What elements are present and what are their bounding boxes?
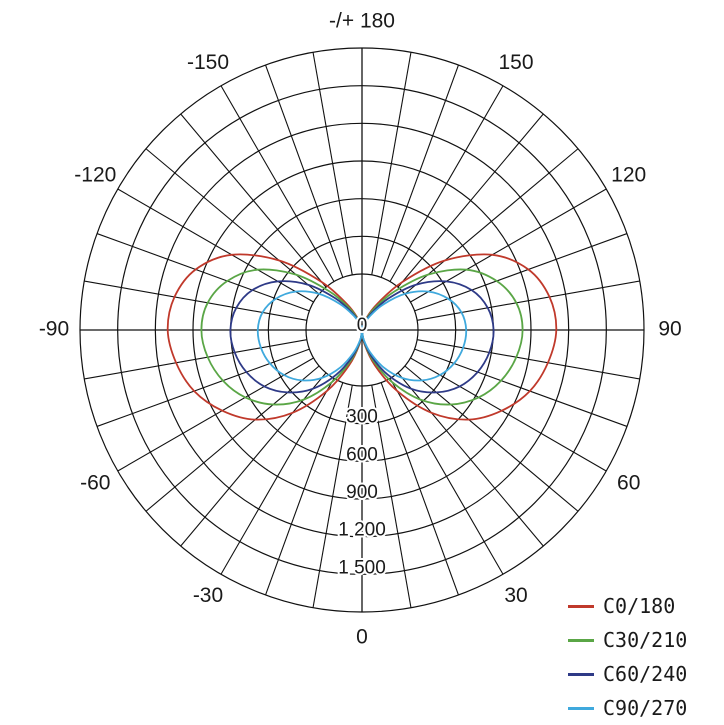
- series-curve-c90-270: [256, 290, 468, 382]
- grid-spoke: [414, 233, 628, 312]
- grid-spoke: [265, 382, 344, 596]
- grid-spoke: [404, 365, 579, 512]
- grid-spoke: [145, 365, 320, 512]
- angle-label: -60: [80, 472, 110, 495]
- grid-spoke: [414, 348, 628, 427]
- legend-label: C30/210: [603, 628, 688, 652]
- legend-item-c0-180: C0/180: [568, 589, 687, 623]
- grid-spoke: [220, 85, 335, 282]
- legend-label: C90/270: [603, 696, 688, 720]
- grid-spoke: [220, 378, 335, 575]
- radial-tick-label: 900: [346, 482, 378, 503]
- grid-spoke: [117, 357, 314, 472]
- angle-label: 150: [498, 51, 533, 74]
- angle-tick-labels: 0 30 60 90 120 150 -/+ 180 -150 -120 -90 -60 -30: [39, 10, 682, 649]
- angle-label: -30: [193, 584, 223, 607]
- legend-swatch: [568, 672, 594, 676]
- grid-spoke: [389, 378, 504, 575]
- grid-spoke: [312, 52, 353, 275]
- grid-spoke: [417, 339, 640, 380]
- legend-item-c30-210: C30/210: [568, 623, 687, 657]
- grid-spoke: [371, 385, 412, 608]
- grid-spoke: [117, 188, 314, 303]
- angle-label: -90: [39, 318, 69, 341]
- grid-spoke: [312, 385, 353, 608]
- grid-spoke: [96, 233, 310, 312]
- grid-spoke: [380, 64, 459, 278]
- radial-tick-label: 600: [346, 444, 378, 465]
- grid-spoke: [265, 64, 344, 278]
- angle-label: -150: [187, 51, 229, 74]
- legend-swatch: [568, 604, 594, 608]
- radial-tick-labels: 0 300 600 900 1 200 1 500: [336, 313, 388, 580]
- angle-label: 60: [617, 472, 640, 495]
- grid-spoke: [84, 339, 307, 380]
- angle-label: 120: [611, 164, 646, 187]
- grid-spoke: [397, 372, 544, 547]
- legend-swatch: [568, 638, 594, 642]
- angle-label: 0: [356, 626, 368, 649]
- grid-spoke: [397, 113, 544, 288]
- radial-tick-label: 0: [357, 315, 368, 336]
- grid-spoke: [380, 382, 459, 596]
- angle-label: 30: [504, 584, 527, 607]
- grid-spoke: [404, 148, 579, 295]
- legend-swatch: [568, 706, 594, 710]
- grid-spoke: [417, 280, 640, 321]
- grid-spoke: [410, 188, 607, 303]
- grid-spoke: [145, 148, 320, 295]
- legend-label: C0/180: [603, 594, 676, 618]
- radial-tick-label: 1 500: [338, 557, 386, 578]
- angle-label: -120: [74, 164, 116, 187]
- radial-tick-label: 300: [346, 407, 378, 428]
- grid-spoke: [180, 372, 327, 547]
- legend: C0/180 C30/210 C60/240 C90/270: [568, 589, 687, 725]
- grid-spoke: [410, 357, 607, 472]
- distribution-curves: [166, 253, 558, 421]
- grid-spoke: [180, 113, 327, 288]
- angle-label: -/+ 180: [329, 10, 395, 33]
- legend-item-c60-240: C60/240: [568, 657, 687, 691]
- grid-spoke: [389, 85, 504, 282]
- grid-spoke: [84, 280, 307, 321]
- legend-item-c90-270: C90/270: [568, 691, 687, 725]
- radial-tick-label: 1 200: [338, 520, 386, 541]
- grid-spoke: [96, 348, 310, 427]
- angle-label: 90: [658, 318, 681, 341]
- legend-label: C60/240: [603, 662, 688, 686]
- grid-spoke: [371, 52, 412, 275]
